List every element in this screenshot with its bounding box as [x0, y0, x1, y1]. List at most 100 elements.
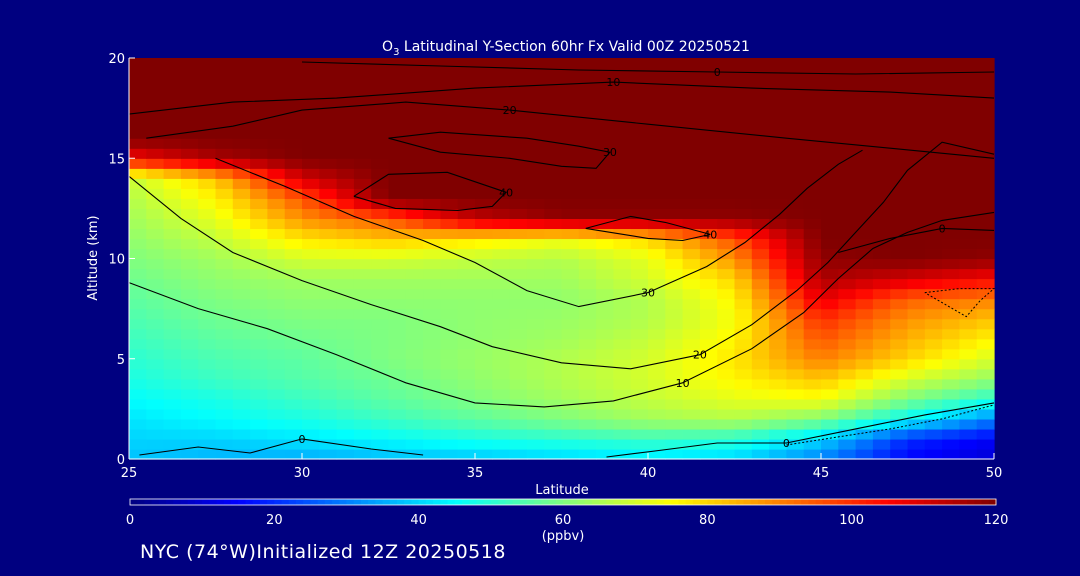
heatmap-cell: [544, 378, 563, 390]
heatmap-cell: [457, 58, 476, 69]
heatmap-cell: [492, 428, 511, 440]
heatmap-cell: [803, 128, 822, 139]
heatmap-cell: [976, 228, 995, 240]
heatmap-cell: [423, 398, 441, 410]
heatmap-cell: [855, 408, 874, 420]
heatmap-cell: [267, 328, 286, 340]
heatmap-cell: [855, 218, 874, 230]
heatmap-cell: [544, 308, 563, 320]
heatmap-cell: [682, 288, 701, 300]
heatmap-cell: [146, 268, 165, 280]
heatmap-cell: [596, 368, 614, 380]
contour-label: 40: [703, 228, 717, 241]
heatmap-cell: [319, 158, 338, 169]
heatmap-cell: [405, 348, 424, 360]
heatmap-cell: [250, 218, 268, 230]
heatmap-cell: [232, 118, 251, 129]
heatmap-cell: [648, 138, 666, 149]
heatmap-cell: [440, 68, 459, 79]
heatmap-cell: [129, 348, 147, 360]
heatmap-cell: [855, 258, 874, 270]
heatmap-cell: [578, 388, 597, 400]
heatmap-cell: [855, 308, 874, 320]
heatmap-cell: [163, 398, 182, 410]
heatmap-cell: [699, 98, 718, 109]
heatmap-cell: [734, 438, 753, 450]
heatmap-cell: [751, 178, 770, 189]
heatmap-cell: [890, 248, 909, 260]
colorbar-tick-label: 60: [555, 513, 572, 528]
heatmap-cell: [907, 58, 926, 69]
heatmap-cell: [198, 438, 217, 450]
heatmap-cell: [353, 248, 372, 260]
heatmap-cell: [336, 78, 355, 89]
heatmap-cell: [821, 418, 839, 430]
heatmap-cell: [526, 388, 545, 400]
heatmap-cell: [526, 358, 545, 370]
heatmap-cell: [284, 78, 303, 89]
heatmap-cell: [890, 398, 909, 410]
heatmap-cell: [215, 138, 234, 149]
heatmap-cell: [405, 128, 424, 139]
colorbar-segment: [627, 499, 636, 505]
heatmap-cell: [665, 128, 684, 139]
heatmap-cell: [751, 188, 770, 199]
heatmap-cell: [302, 88, 320, 99]
heatmap-cell: [232, 78, 251, 89]
colorbar-segment: [988, 499, 997, 505]
heatmap-cell: [526, 118, 545, 129]
heatmap-cell: [769, 108, 787, 119]
heatmap-cell: [942, 188, 960, 199]
heatmap-cell: [509, 208, 528, 220]
heatmap-cell: [284, 178, 303, 189]
contour-line: [353, 171, 508, 211]
heatmap-cell: [457, 448, 476, 460]
heatmap-cell: [699, 248, 718, 260]
heatmap-cell: [423, 78, 441, 89]
heatmap-cell: [699, 238, 718, 250]
heatmap-cell: [769, 328, 787, 340]
heatmap-cell: [388, 288, 407, 300]
heatmap-cell: [682, 448, 701, 460]
heatmap-cell: [959, 88, 978, 99]
heatmap-cell: [769, 138, 787, 149]
heatmap-cell: [821, 378, 839, 390]
colorbar-segment: [281, 499, 290, 505]
heatmap-cell: [526, 278, 545, 290]
heatmap-cell: [232, 198, 251, 209]
heatmap-cell: [319, 448, 338, 460]
heatmap-cell: [769, 268, 787, 280]
heatmap-cell: [890, 78, 909, 89]
heatmap-cell: [509, 78, 528, 89]
heatmap-cell: [734, 398, 753, 410]
heatmap-cell: [561, 188, 580, 199]
heatmap-cell: [717, 238, 736, 250]
heatmap-cell: [890, 108, 909, 119]
heatmap-cell: [907, 418, 926, 430]
heatmap-cell: [232, 218, 251, 230]
heatmap-cell: [976, 438, 995, 450]
heatmap-cell: [423, 98, 441, 109]
heatmap-cell: [215, 158, 234, 169]
heatmap-cell: [855, 278, 874, 290]
heatmap-cell: [180, 178, 199, 189]
heatmap-cell: [371, 438, 390, 450]
heatmap-cell: [924, 378, 943, 390]
heatmap-cell: [475, 428, 493, 440]
heatmap-cell: [890, 268, 909, 280]
heatmap-cell: [855, 208, 874, 220]
heatmap-cell: [630, 378, 649, 390]
colorbar-segment: [880, 499, 889, 505]
heatmap-cell: [890, 138, 909, 149]
heatmap-cell: [180, 208, 199, 220]
heatmap-cell: [786, 408, 805, 420]
heatmap-cell: [734, 118, 753, 129]
heatmap-cell: [821, 238, 839, 250]
heatmap-cell: [976, 248, 995, 260]
heatmap-cell: [699, 138, 718, 149]
heatmap-cell: [734, 448, 753, 460]
heatmap-cell: [959, 178, 978, 189]
heatmap-cell: [146, 218, 165, 230]
heatmap-cell: [544, 148, 563, 159]
heatmap-cell: [769, 368, 787, 380]
